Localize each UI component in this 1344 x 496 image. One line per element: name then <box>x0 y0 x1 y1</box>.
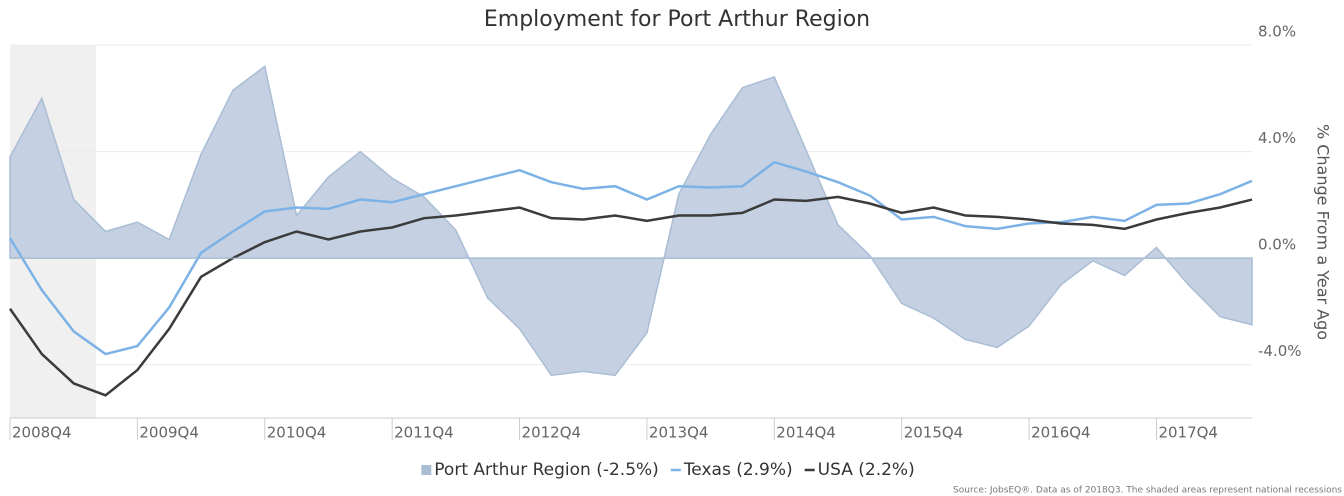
legend-swatch <box>421 465 432 475</box>
y-axis-label: % Change From a Year Ago <box>1314 124 1333 340</box>
area <box>9 65 1253 377</box>
legend-label: Texas (2.9%) <box>683 460 793 480</box>
chart-title: Employment for Port Arthur Region <box>484 7 870 32</box>
legend-label: Port Arthur Region (-2.5%) <box>434 460 659 480</box>
x-tick-label: 2017Q4 <box>1158 424 1218 442</box>
y-tick-label: 4.0% <box>1258 129 1296 147</box>
plot-area <box>8 44 1253 418</box>
legend-label: USA (2.2%) <box>818 460 915 480</box>
source-note: Source: JobsEQ®. Data as of 2018Q3. The … <box>953 486 1342 496</box>
x-tick-label: 2014Q4 <box>776 424 836 442</box>
x-tick-label: 2008Q4 <box>12 424 72 442</box>
x-tick-label: 2009Q4 <box>139 424 199 442</box>
line <box>8 195 1253 397</box>
x-tick-label: 2013Q4 <box>649 424 709 442</box>
legend: Port Arthur Region (-2.5%) Texas (2.9%) US… <box>421 460 915 480</box>
x-tick-label: 2010Q4 <box>267 424 327 442</box>
x-tick-label: 2011Q4 <box>394 424 454 442</box>
x-tick-label: 2016Q4 <box>1031 424 1091 442</box>
y-tick-label: -4.0% <box>1258 342 1302 360</box>
x-tick-label: 2012Q4 <box>522 424 582 442</box>
line <box>8 160 1253 356</box>
x-tick-label: 2015Q4 <box>904 424 964 442</box>
y-tick-label: 0.0% <box>1258 236 1296 254</box>
y-tick-label: 8.0% <box>1258 23 1296 41</box>
